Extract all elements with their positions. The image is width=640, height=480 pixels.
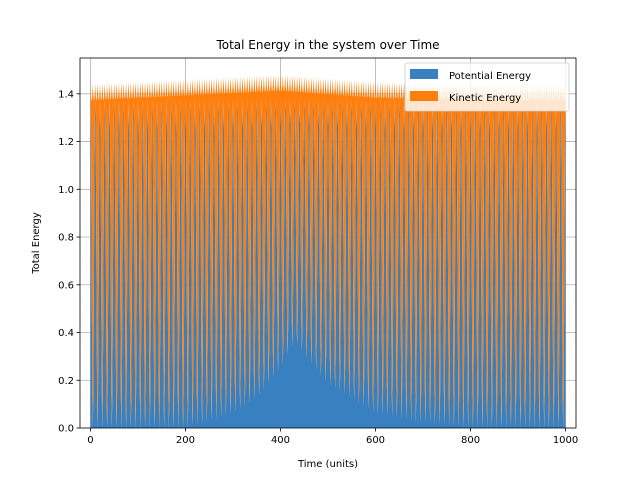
legend-swatch-kinetic-energy xyxy=(410,91,438,101)
y-tick-label-5: 1.0 xyxy=(58,185,74,196)
x-tick-label-0: 0 xyxy=(87,435,93,446)
plot-frame xyxy=(79,57,577,429)
y-tick-label-4: 0.8 xyxy=(58,233,74,244)
plot-area xyxy=(80,58,576,428)
chart-title: Total Energy in the system over Time xyxy=(215,38,439,52)
legend-label-potential-energy: Potential Energy xyxy=(449,71,531,82)
y-tick-label-1: 0.2 xyxy=(58,376,74,387)
y-tick-label-3: 0.6 xyxy=(58,280,74,291)
x-tick-label-1: 200 xyxy=(176,435,195,446)
x-tick-label-2: 400 xyxy=(271,435,290,446)
legend: Potential Energy Kinetic Energy xyxy=(404,62,570,112)
legend-label-kinetic-energy: Kinetic Energy xyxy=(449,93,521,104)
x-axis-label: Time (units) xyxy=(297,459,358,470)
x-tick-label-5: 1000 xyxy=(553,435,578,446)
y-axis-label: Total Energy xyxy=(31,212,42,275)
legend-swatch-potential-energy xyxy=(410,69,438,79)
x-axis: 0 200 400 600 800 1000 xyxy=(87,428,578,446)
potential-energy-area xyxy=(90,98,566,428)
x-tick-label-3: 600 xyxy=(366,435,385,446)
legend-box xyxy=(404,62,570,112)
x-tick-label-4: 800 xyxy=(461,435,480,446)
y-tick-label-2: 0.4 xyxy=(58,328,74,339)
y-tick-label-0: 0.0 xyxy=(58,424,74,435)
y-axis: 0.0 0.2 0.4 0.6 0.8 1.0 1.2 1.4 xyxy=(58,89,80,435)
y-tick-label-7: 1.4 xyxy=(58,89,74,100)
y-tick-label-6: 1.2 xyxy=(58,137,74,148)
